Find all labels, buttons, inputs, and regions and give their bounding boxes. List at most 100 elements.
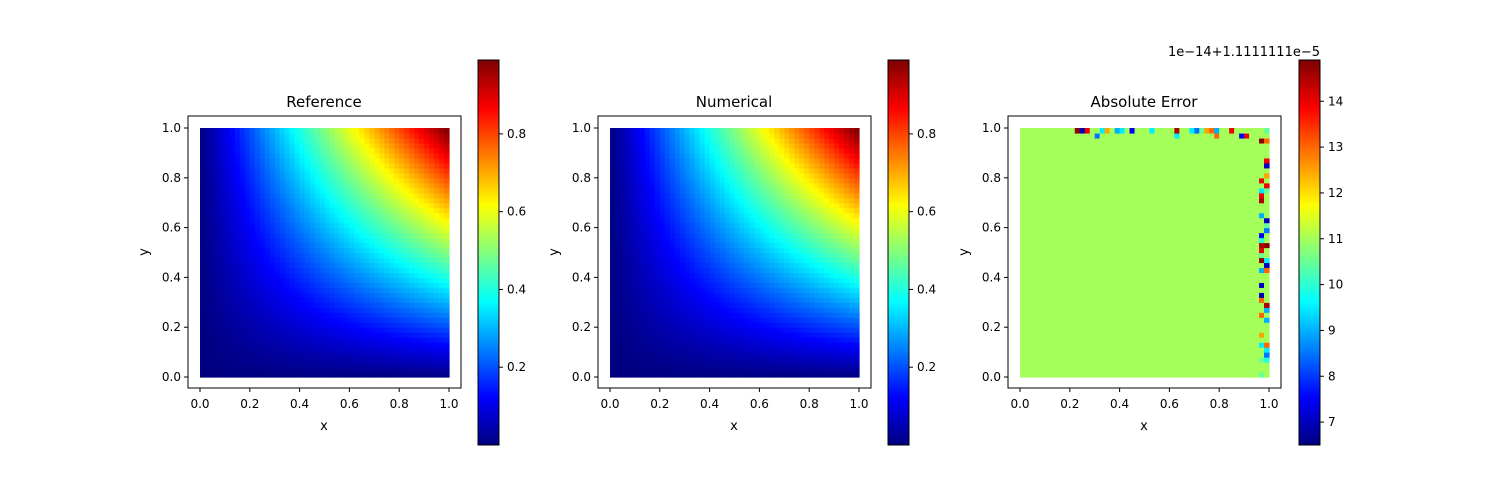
heatmap-cell [784,178,790,184]
heatmap-cell [404,312,410,318]
heatmap-cell [444,332,450,338]
heatmap-cell [645,163,651,169]
heatmap-cell [695,327,701,333]
heatmap-cell [409,277,415,283]
heatmap-cell [364,337,370,343]
heatmap-cell [665,173,671,179]
heatmap-cell [215,342,221,348]
heatmap-cell [444,357,450,363]
heatmap-cell [744,183,750,189]
heatmap-cell [710,337,716,343]
heatmap-cell [310,372,316,378]
heatmap-cell [399,372,405,378]
heatmap-cell [439,347,445,353]
heatmap-cell [730,158,736,164]
heatmap-cell [434,322,440,328]
heatmap-cell [819,322,825,328]
heatmap-cell [334,228,340,234]
heatmap-cell [444,183,450,189]
heatmap-cell [280,208,286,214]
heatmap-cell [710,173,716,179]
heatmap-cell [364,158,370,164]
heatmap-cell [809,168,815,174]
heatmap-cell [379,253,385,259]
heatmap-cell [829,228,835,234]
heatmap-cell [329,342,335,348]
heatmap-cell [334,223,340,229]
heatmap-cell [610,148,616,154]
heatmap-cell [784,282,790,288]
heatmap-cell [764,337,770,343]
heatmap-cell [819,287,825,293]
heatmap-cell [220,218,226,224]
heatmap-cell [245,238,251,244]
heatmap-cell [665,267,671,273]
heatmap-cell [399,267,405,273]
heatmap-cell [725,322,731,328]
heatmap-cell [754,297,760,303]
heatmap-cell [260,158,266,164]
heatmap-cell [720,342,726,348]
heatmap-cell [620,262,626,268]
heatmap-cell [220,248,226,254]
heatmap-cell [640,322,646,328]
heatmap-cell [280,357,286,363]
heatmap-cell [749,322,755,328]
heatmap-cell [730,282,736,288]
heatmap-cell [334,342,340,348]
heatmap-cell [630,228,636,234]
heatmap-cell [620,178,626,184]
heatmap-cell [735,337,741,343]
heatmap-cell [374,133,380,139]
heatmap-cell [260,138,266,144]
heatmap-cell [700,128,706,134]
heatmap-cell [774,153,780,159]
heatmap-cell [315,317,321,323]
heatmap-cell [329,243,335,249]
heatmap-cell [354,307,360,313]
heatmap-cell [409,332,415,338]
heatmap-cell [409,337,415,343]
heatmap-cell [695,337,701,343]
heatmap-cell [834,228,840,234]
heatmap-cell [250,277,256,283]
colorbar-segment [478,153,499,157]
heatmap-cell [620,148,626,154]
heatmap-cell [384,277,390,283]
heatmap-cell [364,367,370,373]
heatmap-cell [265,342,271,348]
heatmap-cell [720,337,726,343]
heatmap-cell [419,213,425,219]
heatmap-cell [349,248,355,254]
heatmap-cell [210,332,216,338]
heatmap-cell [329,352,335,358]
heatmap-cell [615,253,621,259]
heatmap-cell [240,282,246,288]
heatmap-cell [339,223,345,229]
heatmap-cell [409,133,415,139]
heatmap-cell [404,357,410,363]
heatmap-cell [424,297,430,303]
heatmap-cell [409,362,415,368]
heatmap-cell [205,277,211,283]
heatmap-cell [429,267,435,273]
heatmap-cell [680,352,686,358]
heatmap-cell [384,317,390,323]
heatmap-cell [779,153,785,159]
heatmap-cell [240,307,246,313]
heatmap-cell [769,297,775,303]
heatmap-cell [250,307,256,313]
heatmap-cell [715,262,721,268]
heatmap-cell [824,193,830,199]
heatmap-cell [784,248,790,254]
colorbar-segment [478,409,499,413]
heatmap-cell [379,218,385,224]
heatmap-cell [255,173,261,179]
heatmap-cell [439,253,445,259]
heatmap-cell [700,208,706,214]
heatmap-cell [804,233,810,239]
heatmap-cell [230,143,236,149]
heatmap-cell [200,332,206,338]
heatmap-cell [655,332,661,338]
heatmap-cell [809,297,815,303]
